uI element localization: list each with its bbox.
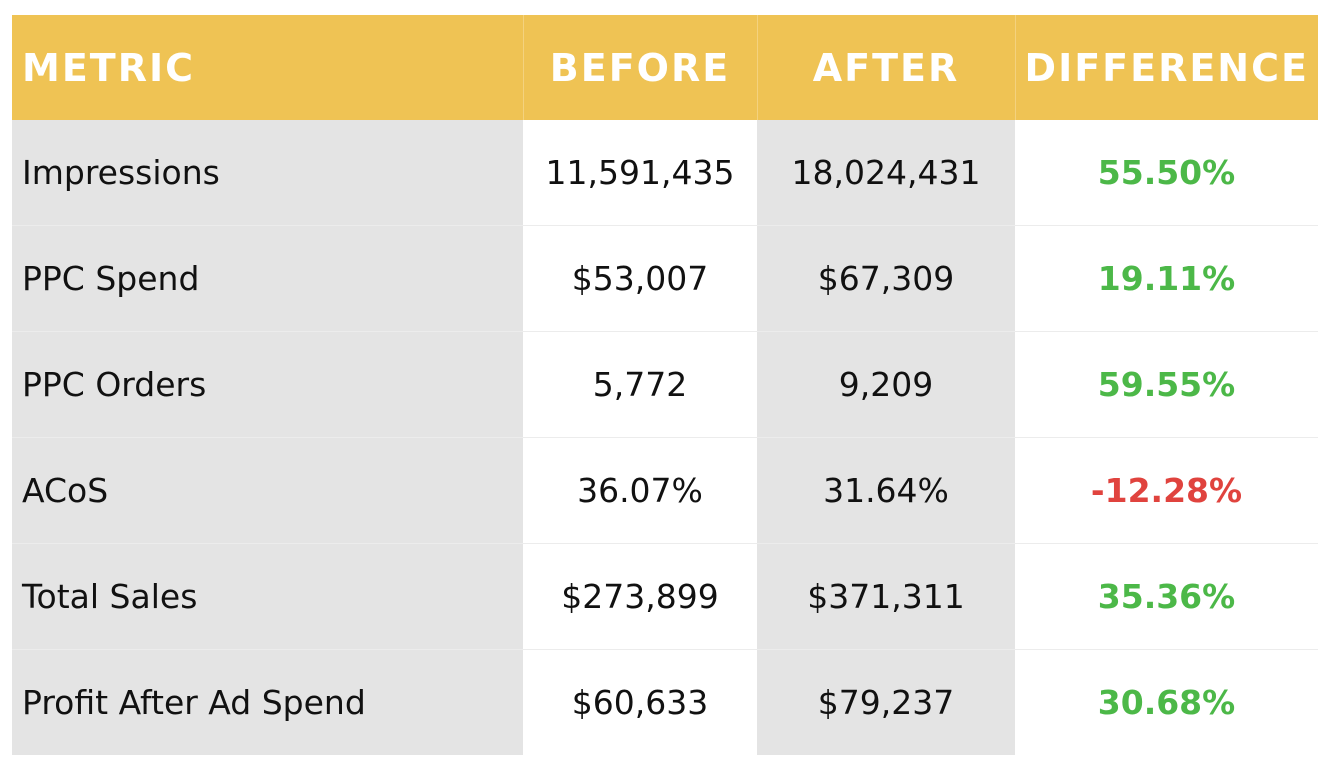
after-cell: 31.64%: [757, 437, 1015, 544]
metric-cell: PPC Orders: [12, 331, 523, 438]
before-cell: 11,591,435: [523, 120, 757, 226]
metric-cell: ACoS: [12, 437, 523, 544]
difference-cell: 35.36%: [1015, 543, 1318, 650]
difference-cell: 30.68%: [1015, 649, 1318, 755]
table-row: Total Sales $273,899 $371,311 35.36%: [12, 543, 1318, 650]
before-cell: $53,007: [523, 225, 757, 332]
difference-cell: 55.50%: [1015, 120, 1318, 226]
table-body: Impressions 11,591,435 18,024,431 55.50%…: [12, 120, 1318, 755]
header-metric: METRIC: [12, 15, 524, 120]
before-cell: $60,633: [523, 649, 757, 755]
after-cell: 18,024,431: [757, 120, 1015, 226]
before-cell: $273,899: [523, 543, 757, 650]
metric-cell: Profit After Ad Spend: [12, 649, 523, 755]
after-cell: $371,311: [757, 543, 1015, 650]
header-row: METRIC BEFORE AFTER DIFFERENCE: [12, 15, 1318, 120]
after-cell: 9,209: [757, 331, 1015, 438]
metric-cell: Total Sales: [12, 543, 523, 650]
header-difference: DIFFERENCE: [1015, 15, 1318, 120]
header-after: AFTER: [757, 15, 1016, 120]
table-row: PPC Spend $53,007 $67,309 19.11%: [12, 225, 1318, 332]
table-row: Profit After Ad Spend $60,633 $79,237 30…: [12, 649, 1318, 755]
difference-cell: -12.28%: [1015, 437, 1318, 544]
header-before: BEFORE: [523, 15, 758, 120]
after-cell: $67,309: [757, 225, 1015, 332]
table-header: METRIC BEFORE AFTER DIFFERENCE: [12, 15, 1318, 120]
metric-cell: Impressions: [12, 120, 523, 226]
before-cell: 5,772: [523, 331, 757, 438]
before-cell: 36.07%: [523, 437, 757, 544]
after-cell: $79,237: [757, 649, 1015, 755]
table-row: PPC Orders 5,772 9,209 59.55%: [12, 331, 1318, 438]
table-row: Impressions 11,591,435 18,024,431 55.50%: [12, 120, 1318, 226]
table-row: ACoS 36.07% 31.64% -12.28%: [12, 437, 1318, 544]
metrics-comparison-table: METRIC BEFORE AFTER DIFFERENCE Impressio…: [12, 15, 1318, 755]
metric-cell: PPC Spend: [12, 225, 523, 332]
difference-cell: 19.11%: [1015, 225, 1318, 332]
difference-cell: 59.55%: [1015, 331, 1318, 438]
